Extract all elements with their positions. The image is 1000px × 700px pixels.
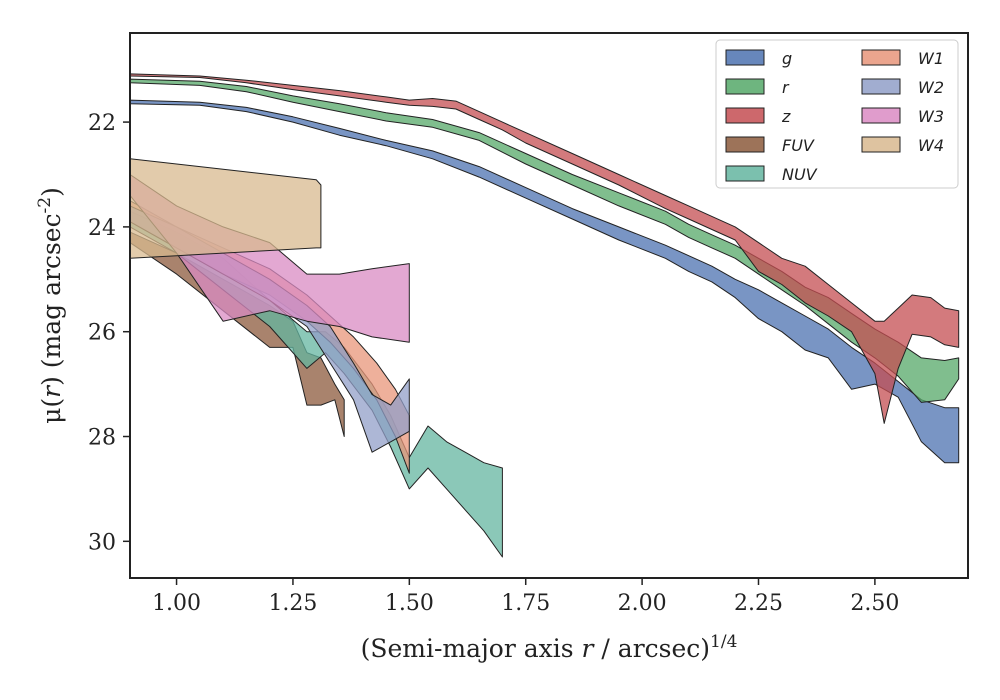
legend-label: g (782, 49, 792, 68)
x-tick-label: 2.50 (850, 591, 899, 616)
legend-item-nuv: NUV (725, 165, 818, 184)
legend-item-w3: W3 (861, 107, 944, 126)
x-axis: 1.00 1.25 1.50 1.75 2.00 2.25 2.50 (152, 578, 899, 616)
legend-swatch (861, 136, 901, 153)
y-tick-label: 26 (88, 321, 116, 346)
y-tick-label: 24 (88, 216, 116, 241)
legend-swatch (725, 136, 765, 153)
y-tick-label: 30 (88, 530, 116, 555)
legend-label: NUV (782, 165, 818, 184)
legend-label: W4 (918, 136, 944, 155)
x-axis-label: (Semi-major axis r / arcsec)1/4 (361, 632, 738, 663)
band-w4 (130, 158, 322, 259)
legend-label: z (781, 107, 791, 126)
band-g (130, 99, 960, 464)
legend-label: W3 (918, 107, 944, 126)
legend-swatch (861, 107, 901, 124)
x-tick-label: 1.25 (268, 591, 317, 616)
legend-swatch (725, 49, 765, 66)
legend-swatch (725, 165, 765, 182)
y-tick-label: 22 (88, 111, 116, 136)
legend-label: r (782, 78, 790, 97)
legend-label: W1 (918, 49, 944, 68)
legend-label: FUV (782, 136, 815, 155)
legend-swatch (861, 78, 901, 95)
plot-frame (129, 32, 969, 579)
legend-item-w4: W4 (861, 136, 944, 155)
legend-swatch (861, 49, 901, 66)
legend-swatch (725, 78, 765, 95)
legend-item-g: g (725, 49, 792, 68)
legend-item-z: z (725, 107, 791, 126)
band-z (130, 73, 960, 424)
x-tick-label: 2.00 (618, 591, 667, 616)
y-axis: 22 24 26 28 30 (88, 111, 130, 555)
x-tick-label: 1.50 (385, 591, 434, 616)
x-tick-label: 2.25 (734, 591, 783, 616)
band-r (130, 78, 960, 403)
y-tick-label: 28 (88, 426, 116, 451)
legend-swatch (725, 107, 765, 124)
legend-item-fuv: FUV (725, 136, 815, 155)
legend-item-w1: W1 (861, 49, 944, 68)
chart-bands (130, 73, 960, 558)
legend-label: W2 (918, 78, 944, 97)
legend-item-w2: W2 (861, 78, 944, 97)
x-tick-label: 1.00 (152, 591, 201, 616)
y-axis-label: μ(r) (mag arcsec-2) (35, 187, 66, 424)
legend-item-r: r (725, 78, 790, 97)
x-tick-label: 1.75 (501, 591, 550, 616)
legend: grz FUV NUV W1 W2 W3 W4 (715, 39, 959, 189)
